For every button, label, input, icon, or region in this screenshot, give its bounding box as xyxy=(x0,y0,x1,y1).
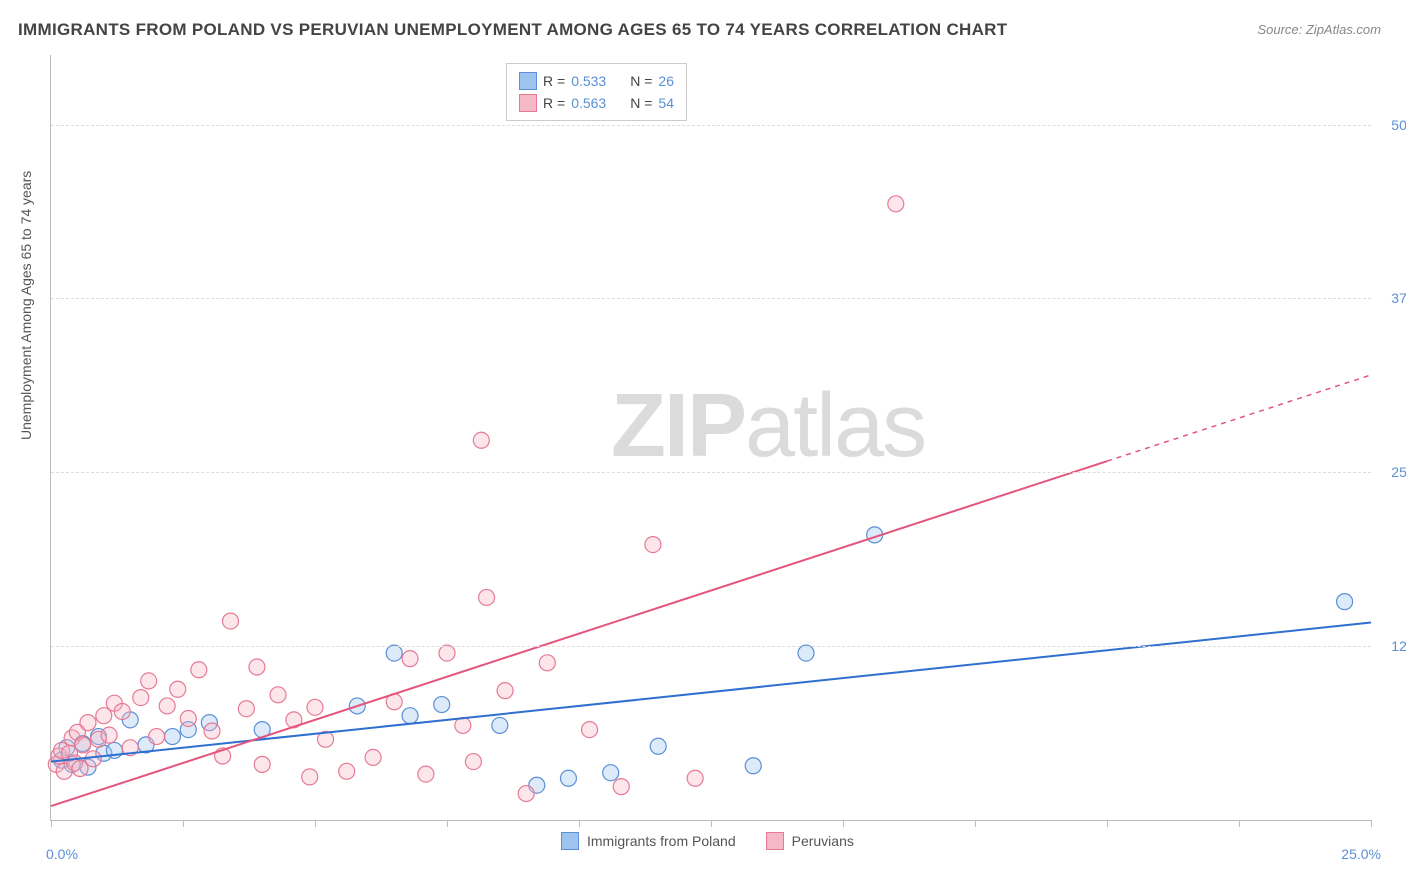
data-point xyxy=(80,715,96,731)
data-point xyxy=(518,786,534,802)
data-point xyxy=(497,683,513,699)
source-name: ZipAtlas.com xyxy=(1306,22,1381,37)
chart-title: IMMIGRANTS FROM POLAND VS PERUVIAN UNEMP… xyxy=(18,20,1007,40)
legend-swatch xyxy=(519,94,537,112)
y-tick-label: 50.0% xyxy=(1376,117,1406,133)
data-point xyxy=(492,717,508,733)
data-point xyxy=(560,770,576,786)
x-tick xyxy=(579,820,580,827)
gridline xyxy=(51,125,1371,126)
data-point xyxy=(149,729,165,745)
gridline xyxy=(51,298,1371,299)
x-tick xyxy=(1239,820,1240,827)
x-tick xyxy=(51,820,52,827)
data-point xyxy=(270,687,286,703)
data-point xyxy=(687,770,703,786)
x-tick-label: 25.0% xyxy=(1341,846,1381,862)
data-point xyxy=(479,589,495,605)
x-tick xyxy=(843,820,844,827)
data-point xyxy=(745,758,761,774)
series-legend: Immigrants from Poland Peruvians xyxy=(561,832,854,850)
data-point xyxy=(434,697,450,713)
series-name: Immigrants from Poland xyxy=(587,833,736,849)
series-legend-item: Peruvians xyxy=(766,832,854,850)
n-label: N = xyxy=(630,70,652,92)
data-point xyxy=(539,655,555,671)
x-tick xyxy=(183,820,184,827)
data-point xyxy=(238,701,254,717)
x-tick xyxy=(975,820,976,827)
data-point xyxy=(650,738,666,754)
r-value: 0.563 xyxy=(571,92,606,114)
data-point xyxy=(101,727,117,743)
correlation-legend-row: R = 0.533 N = 26 xyxy=(519,70,674,92)
correlation-legend: R = 0.533 N = 26 R = 0.563 N = 54 xyxy=(506,63,687,121)
trend-line-dashed xyxy=(1107,375,1371,461)
data-point xyxy=(386,645,402,661)
source-prefix: Source: xyxy=(1257,22,1305,37)
data-point xyxy=(455,717,471,733)
data-point xyxy=(365,749,381,765)
correlation-legend-row: R = 0.563 N = 54 xyxy=(519,92,674,114)
data-point xyxy=(75,737,91,753)
legend-swatch xyxy=(519,72,537,90)
chart-plot-area: ZIPatlas 12.5%25.0%37.5%50.0%0.0%25.0%R … xyxy=(50,55,1371,821)
data-point xyxy=(180,710,196,726)
trend-line xyxy=(51,461,1107,806)
y-tick-label: 37.5% xyxy=(1376,290,1406,306)
data-point xyxy=(402,651,418,667)
data-point xyxy=(645,537,661,553)
data-point xyxy=(418,766,434,782)
data-point xyxy=(307,699,323,715)
x-tick xyxy=(315,820,316,827)
data-point xyxy=(613,779,629,795)
data-point xyxy=(204,723,220,739)
n-value: 54 xyxy=(658,92,674,114)
data-point xyxy=(223,613,239,629)
series-name: Peruvians xyxy=(792,833,854,849)
data-point xyxy=(439,645,455,661)
x-tick xyxy=(711,820,712,827)
x-tick xyxy=(1107,820,1108,827)
data-point xyxy=(1337,594,1353,610)
data-point xyxy=(339,763,355,779)
data-point xyxy=(603,765,619,781)
x-tick xyxy=(447,820,448,827)
data-point xyxy=(159,698,175,714)
data-point xyxy=(133,690,149,706)
data-point xyxy=(302,769,318,785)
gridline xyxy=(51,646,1371,647)
n-label: N = xyxy=(630,92,652,114)
y-tick-label: 25.0% xyxy=(1376,464,1406,480)
data-point xyxy=(402,708,418,724)
y-axis-label: Unemployment Among Ages 65 to 74 years xyxy=(18,171,34,440)
gridline xyxy=(51,472,1371,473)
data-point xyxy=(582,722,598,738)
legend-swatch xyxy=(561,832,579,850)
x-tick-label: 0.0% xyxy=(46,846,78,862)
y-tick-label: 12.5% xyxy=(1376,638,1406,654)
data-point xyxy=(191,662,207,678)
r-label: R = xyxy=(543,92,565,114)
legend-swatch xyxy=(766,832,784,850)
data-point xyxy=(164,729,180,745)
series-legend-item: Immigrants from Poland xyxy=(561,832,736,850)
data-point xyxy=(170,681,186,697)
data-point xyxy=(473,432,489,448)
data-point xyxy=(888,196,904,212)
x-tick xyxy=(1371,820,1372,827)
n-value: 26 xyxy=(658,70,674,92)
data-point xyxy=(114,704,130,720)
data-point xyxy=(249,659,265,675)
r-value: 0.533 xyxy=(571,70,606,92)
data-point xyxy=(141,673,157,689)
data-point xyxy=(72,761,88,777)
r-label: R = xyxy=(543,70,565,92)
data-point xyxy=(254,756,270,772)
source-attribution: Source: ZipAtlas.com xyxy=(1257,22,1381,37)
scatter-svg xyxy=(51,55,1371,820)
data-point xyxy=(798,645,814,661)
data-point xyxy=(465,754,481,770)
data-point xyxy=(85,751,101,767)
